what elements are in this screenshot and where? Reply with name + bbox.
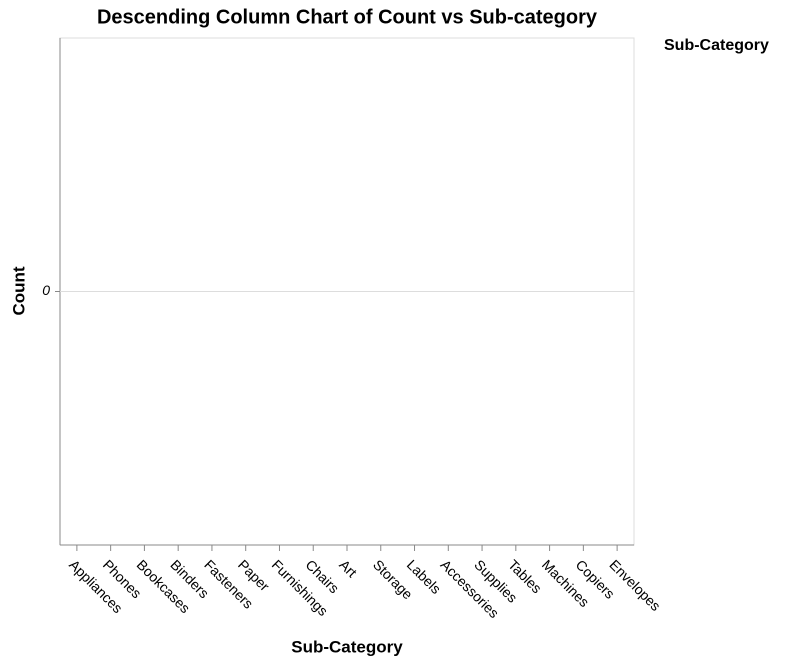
legend-title: Sub-Category: [664, 37, 769, 54]
y-tick-label: 0: [42, 282, 50, 298]
x-tick-label: Envelopes: [606, 556, 664, 614]
x-tick-label: Art: [336, 556, 360, 580]
x-axis-title: Sub-Category: [291, 637, 403, 656]
chart-title: Descending Column Chart of Count vs Sub-…: [97, 6, 598, 28]
y-axis-title: Count: [9, 266, 28, 315]
